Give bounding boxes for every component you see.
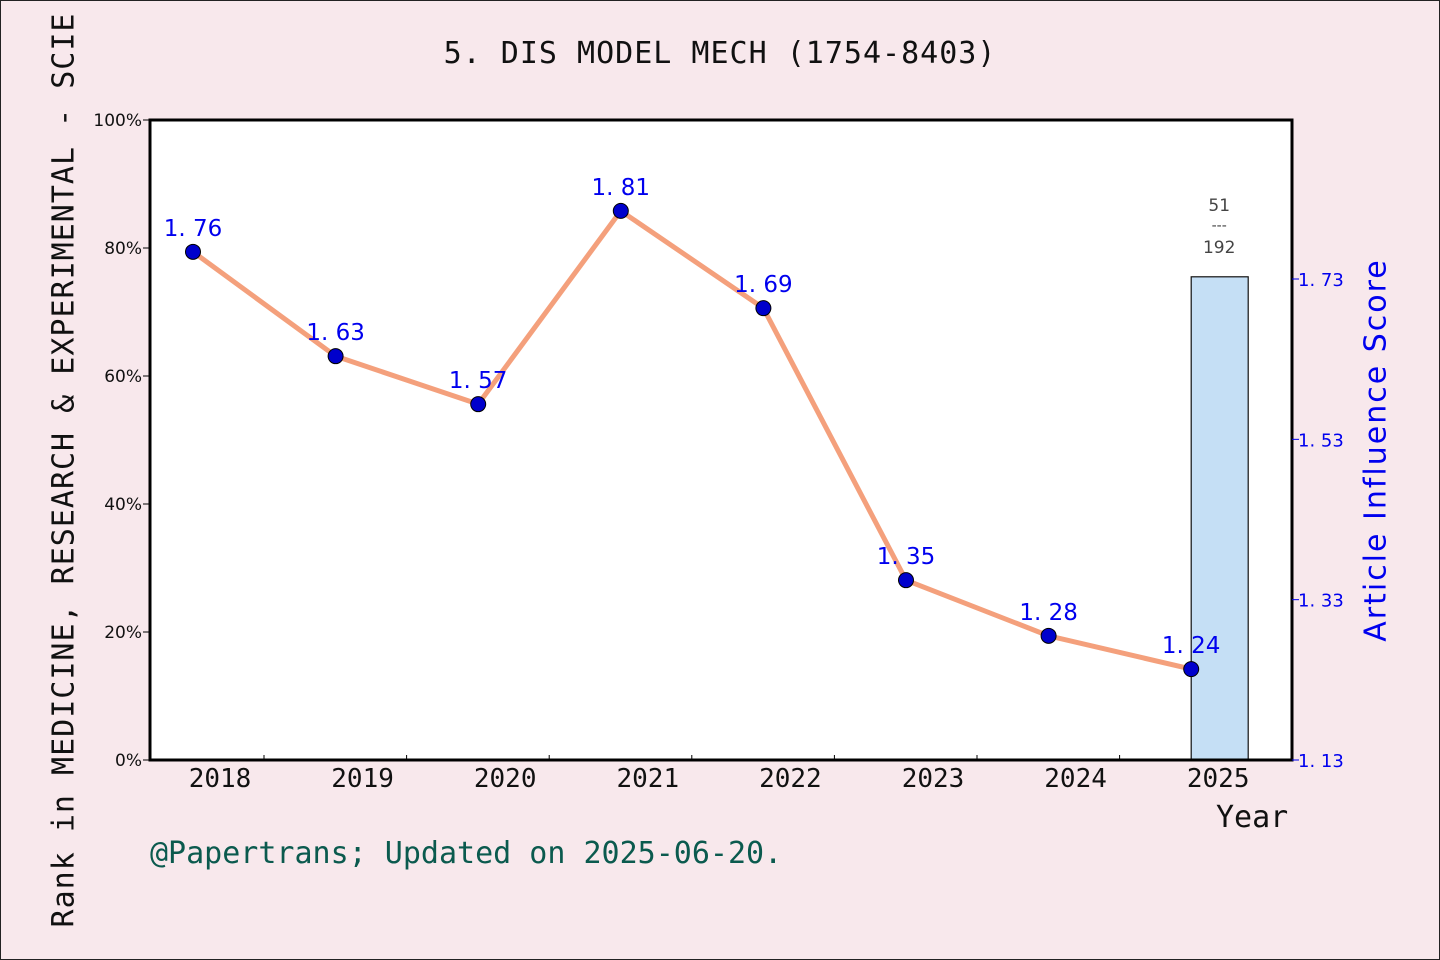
left-axis-tick-label: 0% (115, 751, 142, 771)
plot-area (150, 120, 1292, 760)
plot-border (148, 118, 1294, 762)
x-axis-tick-label: 2023 (902, 764, 965, 794)
credit-note: @Papertrans; Updated on 2025-06-20. (150, 836, 783, 871)
left-axis-tick-label: 80% (104, 239, 142, 259)
rank-bar-2025 (1190, 276, 1249, 761)
x-axis-tick-label: 2020 (474, 764, 537, 794)
data-point-marker (755, 300, 772, 317)
x-axis-tick-label: 2018 (189, 764, 252, 794)
left-axis-tick-label: 40% (104, 495, 142, 515)
data-point-label: 1. 81 (592, 175, 651, 201)
data-point-marker (185, 243, 201, 260)
data-point-marker (470, 396, 487, 413)
data-point-marker (1040, 627, 1057, 644)
rank-line (191, 208, 1192, 672)
left-axis-tick-label: 20% (104, 623, 142, 643)
data-point-marker (327, 348, 344, 365)
x-axis-tick-label: 2021 (616, 764, 679, 794)
right-axis-tick-label: 1. 53 (1298, 430, 1344, 451)
data-point-label: 1. 24 (1162, 633, 1221, 659)
data-point-label: 1. 63 (306, 320, 365, 346)
x-axis-tick-label: 2019 (331, 764, 394, 794)
x-axis-tick-label: 2025 (1187, 764, 1250, 794)
left-axis-tick-label: 100% (93, 111, 142, 131)
data-point-label: 1. 69 (734, 272, 793, 298)
right-axis-tick-label: 1. 13 (1298, 751, 1344, 772)
x-axis-label: Year (1216, 800, 1289, 835)
x-axis-tick-label: 2022 (759, 764, 822, 794)
data-point-label: 1. 57 (449, 368, 508, 394)
right-axis-tick-label: 1. 73 (1298, 270, 1344, 291)
data-point-marker (898, 572, 914, 589)
data-point-marker (612, 202, 629, 219)
chart-title: 5. DIS MODEL MECH (1754-8403) (443, 36, 997, 71)
data-point-label: 1. 76 (164, 216, 223, 242)
bar-label-rank: 51 (1208, 196, 1230, 216)
right-axis-tick-label: 1. 33 (1298, 591, 1344, 612)
left-axis-tick-label: 60% (104, 367, 142, 387)
x-axis-tick-label: 2024 (1044, 764, 1107, 794)
bar-label-separator: --- (1212, 218, 1227, 234)
data-point-label: 1. 35 (877, 544, 936, 570)
data-point-marker (1183, 661, 1200, 678)
data-point-label: 1. 28 (1019, 600, 1078, 626)
bar-label-total: 192 (1203, 238, 1235, 258)
